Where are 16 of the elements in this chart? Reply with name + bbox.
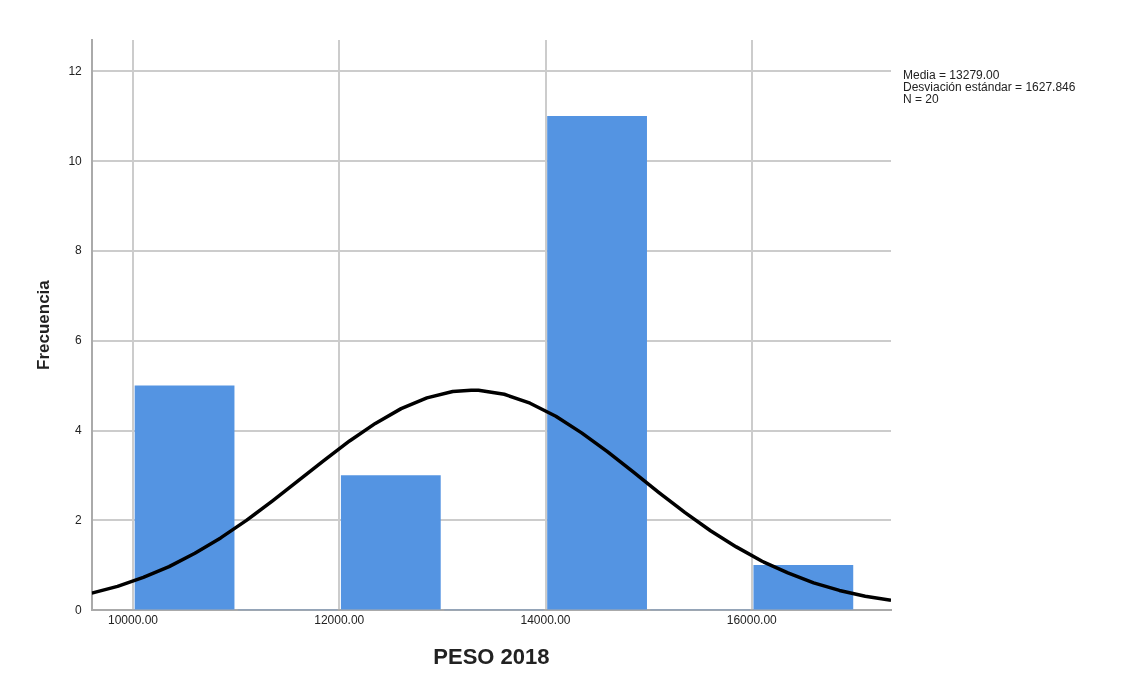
y-tick-label: 12 bbox=[68, 63, 83, 78]
y-tick-label: 10 bbox=[68, 153, 83, 168]
y-tick-label: 0 bbox=[75, 602, 83, 617]
y-tick-label: 4 bbox=[75, 422, 83, 437]
y-tick-label: 6 bbox=[75, 333, 83, 348]
x-tick-label: 10000.00 bbox=[107, 612, 159, 627]
x-tick-label: 12000.00 bbox=[314, 612, 365, 627]
text: Desviación estándar = 1627.846 bbox=[903, 80, 1076, 95]
x-axis-title: PESO 2018 bbox=[433, 643, 550, 669]
text: Media = 13279.00 bbox=[903, 68, 1000, 83]
text: N = 20 bbox=[903, 92, 940, 107]
x-tick-label: 14000.00 bbox=[520, 612, 571, 627]
x-tick-label: 16000.00 bbox=[726, 612, 778, 627]
y-tick-label: 8 bbox=[75, 243, 83, 258]
y-axis-title: Frecuencia bbox=[33, 279, 53, 370]
y-tick-label: 2 bbox=[75, 512, 83, 527]
